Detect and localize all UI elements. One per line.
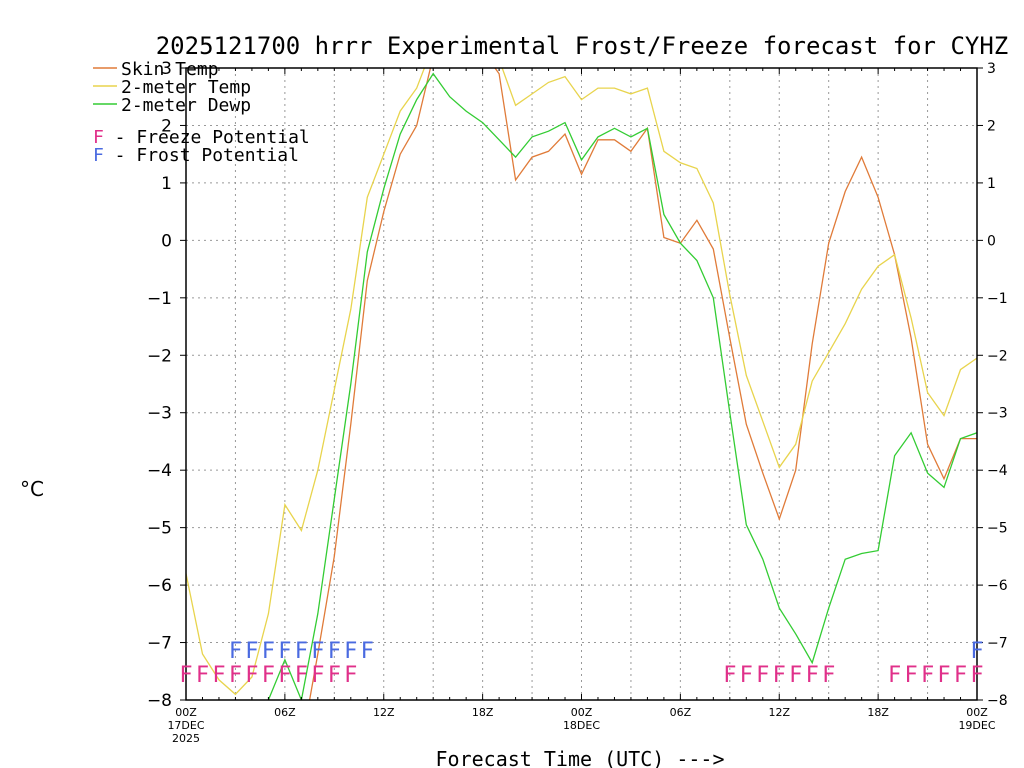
chart-title: 2025121700 hrrr Experimental Frost/Freez… xyxy=(156,32,1009,60)
freeze-potential-marker: F xyxy=(229,663,242,688)
y-tick-label: −6 xyxy=(147,576,172,596)
y-axis-label: °C xyxy=(20,477,44,501)
y-tick-label-right: −7 xyxy=(987,636,1008,652)
frost-potential-marker: F xyxy=(278,639,291,664)
freeze-potential-marker: F xyxy=(278,663,291,688)
legend-label: 2-meter Dewp xyxy=(121,95,251,116)
x-axis-label: Forecast Time (UTC) ---> xyxy=(436,747,725,768)
freeze-potential-marker: F xyxy=(789,663,802,688)
y-tick-label-right: 2 xyxy=(987,118,996,134)
legend-potential-text: - Frost Potential xyxy=(104,145,299,166)
freeze-potential-marker: F xyxy=(723,663,736,688)
y-tick-label: 3 xyxy=(161,59,172,79)
series-line-skin-temp xyxy=(308,68,977,700)
x-tick-label: 00Z xyxy=(571,706,593,719)
y-tick-label: −7 xyxy=(147,634,172,654)
freeze-potential-marker: F xyxy=(311,663,324,688)
freeze-potential-marker: F xyxy=(937,663,950,688)
x-tick-label: 00Z xyxy=(175,706,197,719)
legend-potential-label: F - Freeze Potential xyxy=(93,127,310,148)
freeze-potential-marker: F xyxy=(904,663,917,688)
y-tick-label: 0 xyxy=(161,231,172,251)
x-tick-label: 06Z xyxy=(670,706,692,719)
freeze-potential-marker: F xyxy=(262,663,275,688)
x-tick-label: 18Z xyxy=(472,706,494,719)
x-tick-label: 18Z xyxy=(867,706,889,719)
frost-potential-marker: F xyxy=(311,639,324,664)
freeze-potential-marker: F xyxy=(970,663,983,688)
frost-potential-marker: F xyxy=(229,639,242,664)
freeze-potential-marker: F xyxy=(344,663,357,688)
x-tick-label: 06Z xyxy=(274,706,296,719)
legend-label: 2-meter Temp xyxy=(121,77,251,98)
frost-potential-marker: F xyxy=(328,639,341,664)
frost-potential-marker: F xyxy=(344,639,357,664)
legend-potential-label: F - Frost Potential xyxy=(93,145,299,166)
freeze-potential-marker: F xyxy=(196,663,209,688)
frost-potential-marker: F xyxy=(295,639,308,664)
y-tick-label: −3 xyxy=(147,404,172,424)
freeze-potential-marker: F xyxy=(212,663,225,688)
y-tick-label: 1 xyxy=(161,174,172,194)
y-tick-label: −5 xyxy=(147,519,172,539)
y-tick-label-right: −1 xyxy=(987,291,1008,307)
freeze-potential-marker: F xyxy=(740,663,753,688)
freeze-potential-marker: F xyxy=(921,663,934,688)
frost-potential-marker: F xyxy=(970,639,983,664)
y-tick-label-right: 1 xyxy=(987,176,996,192)
tick-layer: −8 −8 −7 −7 −6 −6 −5 −5 −4 −4 −3 −3 −2 −2 −1 −1 0 0 1 1 2 2 3 3… xyxy=(147,59,1008,745)
y-tick-label: 2 xyxy=(161,116,172,136)
x-tick-label: 18DEC xyxy=(563,719,600,732)
series-line-2-meter-dewp xyxy=(267,72,977,700)
y-tick-label-right: −5 xyxy=(987,521,1008,537)
freeze-potential-marker: F xyxy=(245,663,258,688)
freeze-potential-marker: F xyxy=(954,663,967,688)
freeze-potential-marker: F xyxy=(773,663,786,688)
freeze-potential-marker: F xyxy=(328,663,341,688)
y-tick-label: −4 xyxy=(147,461,172,481)
legend-label: Skin Temp xyxy=(121,59,219,80)
freeze-potential-marker: F xyxy=(179,663,192,688)
y-tick-label: −1 xyxy=(147,289,172,309)
y-tick-label: −8 xyxy=(147,691,172,711)
x-tick-label: 2025 xyxy=(172,732,200,745)
freeze-potential-marker: F xyxy=(888,663,901,688)
y-tick-label-right: −6 xyxy=(987,578,1008,594)
legend-potential-symbol: F xyxy=(93,145,104,166)
legend-potential-symbol: F xyxy=(93,127,104,148)
frost-potential-marker: F xyxy=(361,639,374,664)
series-line-2-meter-temp xyxy=(186,68,977,696)
x-tick-label: 12Z xyxy=(373,706,395,719)
x-tick-label: 17DEC xyxy=(167,719,204,732)
y-tick-label-right: −2 xyxy=(987,348,1008,364)
y-tick-label-right: −4 xyxy=(987,463,1008,479)
freeze-potential-marker: F xyxy=(756,663,769,688)
y-tick-label-right: 0 xyxy=(987,233,996,249)
freeze-potential-marker: F xyxy=(806,663,819,688)
y-tick-label: −2 xyxy=(147,346,172,366)
x-tick-label: 00Z xyxy=(966,706,988,719)
freeze-potential-marker: F xyxy=(822,663,835,688)
x-tick-label: 19DEC xyxy=(958,719,995,732)
y-tick-label-right: 3 xyxy=(987,61,996,77)
freeze-potential-marker: F xyxy=(295,663,308,688)
frost-potential-marker: F xyxy=(262,639,275,664)
frost-potential-marker: F xyxy=(245,639,258,664)
y-tick-label-right: −8 xyxy=(987,693,1008,709)
x-tick-label: 12Z xyxy=(768,706,790,719)
series-layer xyxy=(186,68,977,700)
y-tick-label-right: −3 xyxy=(987,406,1008,422)
marker-layer: F F F F F F F F F F F F F F F F F F F F F F F FF F F F F F F F F F xyxy=(179,639,983,688)
legend-potential-text: - Freeze Potential xyxy=(104,127,310,148)
